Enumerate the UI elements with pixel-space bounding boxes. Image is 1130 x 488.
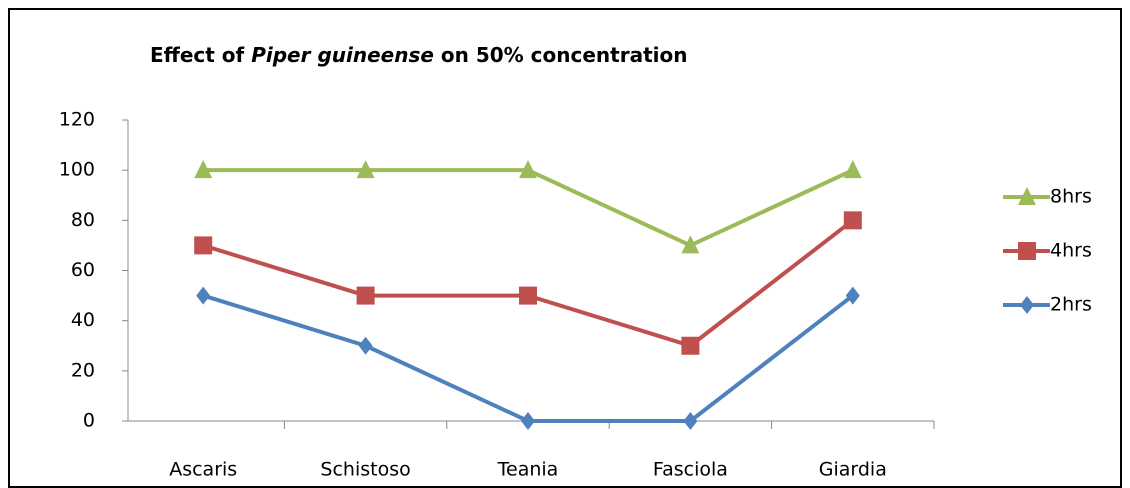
y-tick-label: 20 [71,359,95,381]
y-tick-label: 100 [59,159,95,181]
legend-label: 8hrs [1050,186,1092,208]
data-point [194,236,213,255]
x-tick-label: Teania [497,459,559,481]
title-italic: Piper guineense [251,43,434,67]
x-tick-label: Giardia [819,459,887,481]
y-tick-label: 40 [71,309,95,331]
legend-marker [1020,296,1034,314]
data-point [519,160,537,179]
title-part: on 50% concentration [434,43,688,67]
data-point [356,160,375,179]
y-tick-label: 80 [71,209,95,231]
data-point [683,412,698,430]
data-point [521,412,535,430]
data-point [843,160,862,179]
data-point [358,336,373,355]
chart-title: Effect of Piper guineense on 50% concent… [150,43,687,67]
legend-label: 2hrs [1050,294,1092,316]
data-point [194,160,213,179]
x-tick-label: Fasciola [653,459,728,481]
x-tick-label: Schistoso [320,459,410,481]
data-point [681,336,700,355]
data-point [845,286,860,305]
chart-frame [8,8,1122,488]
y-tick-label: 0 [83,410,95,432]
y-tick-label: 120 [59,109,95,131]
x-tick-label: Ascaris [169,459,237,481]
legend-marker [1018,242,1036,260]
legend-label: 4hrs [1050,240,1092,262]
data-point [843,211,862,230]
legend-marker [1018,187,1036,205]
data-point [519,286,537,305]
title-part: Effect of [150,43,251,67]
data-point [356,286,375,305]
data-point [196,286,211,305]
data-point [681,235,700,254]
y-tick-label: 60 [71,259,95,281]
